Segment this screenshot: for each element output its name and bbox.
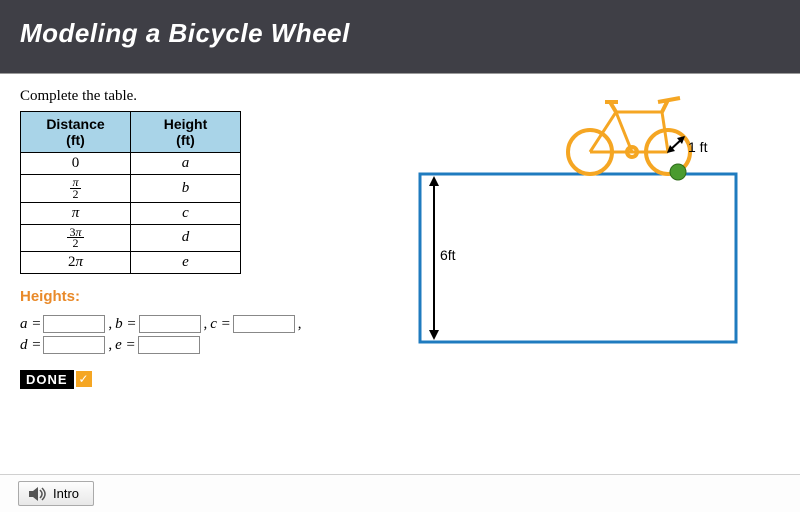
table-row: π2 b — [21, 175, 241, 203]
input-a[interactable] — [43, 315, 105, 333]
table-row: 3π2 d — [21, 224, 241, 252]
bicycle-icon — [568, 98, 690, 174]
label-d: d = — [20, 337, 41, 354]
arrow-up-icon — [429, 176, 439, 186]
col-header-height: Height(ft) — [131, 112, 241, 153]
done-button[interactable]: DONE✓ — [20, 371, 92, 389]
input-b[interactable] — [139, 315, 201, 333]
table-row: 2π e — [21, 252, 241, 274]
table-row: π c — [21, 202, 241, 224]
header-bar: Modeling a Bicycle Wheel — [0, 0, 800, 74]
input-d[interactable] — [43, 336, 105, 354]
input-e[interactable] — [138, 336, 200, 354]
col-header-distance: Distance(ft) — [21, 112, 131, 153]
label-e: e = — [115, 337, 136, 354]
data-table: Distance(ft) Height(ft) 0 a π2 b π c 3π2… — [20, 111, 241, 274]
label-c: c = — [210, 316, 231, 333]
check-icon: ✓ — [76, 371, 92, 387]
footer-bar: Intro — [0, 474, 800, 512]
table-row: 0 a — [21, 153, 241, 175]
input-c[interactable] — [233, 315, 295, 333]
contact-dot — [670, 164, 686, 180]
intro-button[interactable]: Intro — [18, 481, 94, 506]
arrow-down-icon — [429, 330, 439, 340]
label-b: b = — [115, 316, 136, 333]
diagram-svg: 6ft 1 ft — [410, 94, 750, 354]
intro-label: Intro — [53, 486, 79, 501]
box-rect — [420, 174, 736, 342]
height-label: 6ft — [440, 247, 456, 263]
diagram: 6ft 1 ft — [410, 94, 750, 359]
content-area: Complete the table. Distance(ft) Height(… — [0, 74, 800, 474]
label-a: a = — [20, 316, 41, 333]
radius-label: 1 ft — [688, 139, 708, 155]
page-title: Modeling a Bicycle Wheel — [20, 18, 780, 49]
audio-icon — [29, 487, 47, 501]
